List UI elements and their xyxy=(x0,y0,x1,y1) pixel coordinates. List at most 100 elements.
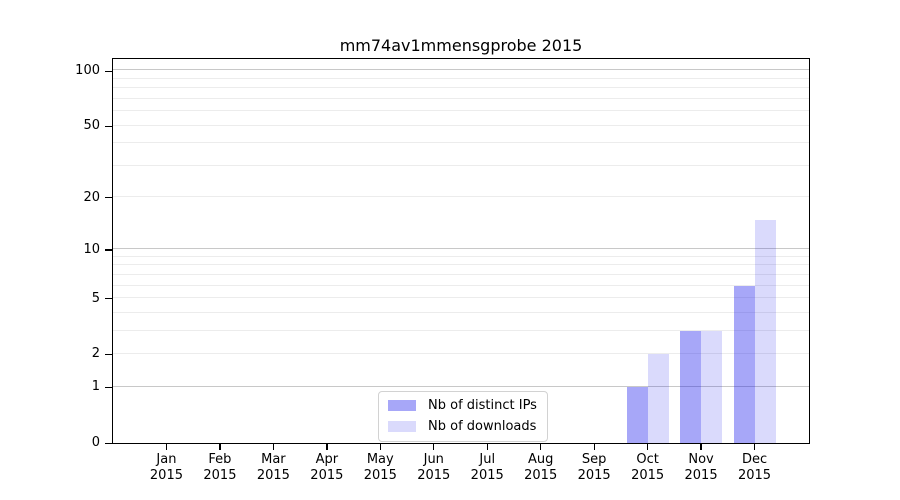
chart-title: mm74av1mmensgprobe 2015 xyxy=(339,36,583,55)
x-tick-label: Mar 2015 xyxy=(241,452,305,484)
legend-swatch-icon xyxy=(388,400,416,411)
x-tick-label: May 2015 xyxy=(348,452,412,484)
gridline-minor xyxy=(113,196,809,198)
x-tick-year: 2015 xyxy=(149,468,183,483)
gridline-major xyxy=(113,385,809,387)
x-tick-month: Jul xyxy=(479,452,496,467)
y-tick-label: 50 xyxy=(83,118,100,134)
x-tick-label: Jan 2015 xyxy=(134,452,198,484)
x-tick-mark xyxy=(647,444,649,450)
bar xyxy=(701,331,723,443)
y-tick-mark xyxy=(105,70,113,72)
y-tick-label: 10 xyxy=(83,241,100,257)
x-tick-year: 2015 xyxy=(417,468,451,483)
x-tick-month: Apr xyxy=(315,452,339,467)
y-axis: 0 1 2 5 10 20 50 100 xyxy=(0,59,113,450)
x-tick-mark xyxy=(165,444,168,450)
gridline-major xyxy=(113,69,809,71)
gridline-minor xyxy=(113,297,809,299)
x-tick-mark xyxy=(540,444,542,450)
x-tick-year: 2015 xyxy=(310,468,344,483)
x-tick-mark xyxy=(700,444,702,450)
x-tick-label: Feb 2015 xyxy=(188,452,252,484)
y-tick-mark xyxy=(105,298,113,300)
x-tick-mark xyxy=(379,444,381,450)
x-tick-year: 2015 xyxy=(524,468,558,483)
y-tick-label: 0 xyxy=(91,435,100,450)
bar xyxy=(626,387,648,443)
gridline-minor xyxy=(113,124,809,126)
x-tick-mark xyxy=(753,444,756,450)
x-tick-month: Dec xyxy=(741,452,768,467)
gridline-minor xyxy=(113,77,809,79)
y-tick-label: 100 xyxy=(75,63,100,78)
x-tick-month: Feb xyxy=(208,452,232,467)
legend-label: Nb of downloads xyxy=(428,419,537,434)
gridline-major xyxy=(113,248,809,250)
x-tick-month: Mar xyxy=(261,452,286,467)
y-tick-label: 2 xyxy=(91,346,100,362)
gridline-minor xyxy=(113,164,809,166)
bar xyxy=(754,219,776,443)
x-tick-label: Dec 2015 xyxy=(723,452,787,484)
x-tick-year: 2015 xyxy=(470,468,504,483)
y-tick-mark xyxy=(105,442,113,444)
y-tick-mark xyxy=(105,353,113,356)
gridline-minor xyxy=(113,87,809,89)
y-tick-label: 20 xyxy=(83,189,100,205)
y-tick-label: 1 xyxy=(91,379,100,395)
x-tick-mark xyxy=(326,444,328,450)
bar xyxy=(733,286,755,443)
bar xyxy=(680,331,702,443)
x-tick-mark xyxy=(272,444,275,450)
x-tick-label: Oct 2015 xyxy=(616,452,680,484)
gridline-minor xyxy=(113,284,809,286)
y-tick-mark xyxy=(105,386,113,388)
bar xyxy=(647,354,669,443)
y-tick-mark xyxy=(105,249,113,251)
x-tick-label: Aug 2015 xyxy=(509,452,573,484)
legend: Nb of distinct IPs Nb of downloads xyxy=(378,391,548,442)
x-tick-label: Nov 2015 xyxy=(669,452,733,484)
x-tick-year: 2015 xyxy=(737,468,772,483)
legend-swatch-icon xyxy=(388,421,416,432)
gridline-minor xyxy=(113,352,809,354)
gridline-minor xyxy=(113,273,809,275)
gridline-minor xyxy=(113,110,809,112)
y-tick-mark xyxy=(105,197,113,199)
gridline-minor xyxy=(113,142,809,144)
gridline-minor xyxy=(113,255,809,257)
x-tick-mark xyxy=(433,444,435,450)
x-tick-month: Aug xyxy=(527,452,554,467)
legend-entry: Nb of downloads xyxy=(388,419,537,434)
x-axis: Jan 2015 Feb 2015 Mar 2015 Apr 2015 May 2015 Jun 20… xyxy=(113,444,809,500)
x-tick-label: Jun 2015 xyxy=(402,452,466,484)
x-tick-year: 2015 xyxy=(363,468,397,483)
x-tick-label: Sep 2015 xyxy=(562,452,626,484)
x-tick-label: Apr 2015 xyxy=(295,452,359,484)
x-tick-year: 2015 xyxy=(577,468,611,483)
x-tick-mark xyxy=(486,444,488,450)
x-tick-year: 2015 xyxy=(684,468,718,483)
gridline-minor xyxy=(113,329,809,331)
x-tick-month: May xyxy=(366,452,394,467)
x-tick-year: 2015 xyxy=(631,468,665,483)
x-tick-month: Oct xyxy=(636,452,659,467)
gridline-minor xyxy=(113,311,809,313)
gridline-minor xyxy=(113,264,809,266)
x-tick-mark xyxy=(219,444,221,450)
legend-entry: Nb of distinct IPs xyxy=(388,398,537,413)
x-tick-year: 2015 xyxy=(203,468,237,483)
x-tick-label: Jul 2015 xyxy=(455,452,519,484)
x-tick-month: Nov xyxy=(688,452,714,467)
legend-label: Nb of distinct IPs xyxy=(428,398,537,413)
x-tick-mark xyxy=(593,444,595,450)
x-tick-month: Sep xyxy=(581,452,607,467)
x-tick-month: Jun xyxy=(423,452,444,467)
x-tick-year: 2015 xyxy=(256,468,290,483)
plot-area xyxy=(112,58,810,444)
y-tick-mark xyxy=(105,125,113,127)
x-tick-month: Jan xyxy=(156,452,177,467)
gridline-minor xyxy=(113,97,809,99)
